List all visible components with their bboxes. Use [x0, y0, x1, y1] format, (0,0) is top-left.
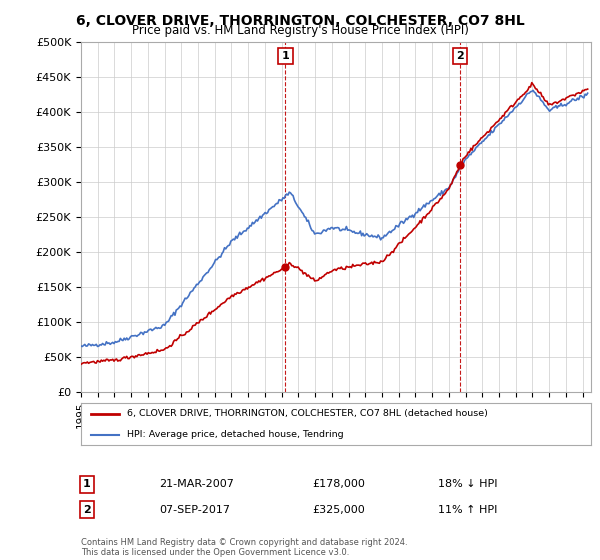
Text: 6, CLOVER DRIVE, THORRINGTON, COLCHESTER, CO7 8HL: 6, CLOVER DRIVE, THORRINGTON, COLCHESTER…: [76, 14, 524, 28]
Text: 1: 1: [83, 479, 91, 489]
Text: 11% ↑ HPI: 11% ↑ HPI: [438, 505, 497, 515]
Text: £178,000: £178,000: [312, 479, 365, 489]
Text: 2: 2: [457, 51, 464, 61]
Text: HPI: Average price, detached house, Tendring: HPI: Average price, detached house, Tend…: [127, 430, 344, 439]
Text: 2: 2: [83, 505, 91, 515]
Text: Price paid vs. HM Land Registry's House Price Index (HPI): Price paid vs. HM Land Registry's House …: [131, 24, 469, 37]
Text: 21-MAR-2007: 21-MAR-2007: [159, 479, 234, 489]
Text: £325,000: £325,000: [312, 505, 365, 515]
Text: 1: 1: [281, 51, 289, 61]
Text: Contains HM Land Registry data © Crown copyright and database right 2024.
This d: Contains HM Land Registry data © Crown c…: [81, 538, 407, 557]
Text: 6, CLOVER DRIVE, THORRINGTON, COLCHESTER, CO7 8HL (detached house): 6, CLOVER DRIVE, THORRINGTON, COLCHESTER…: [127, 409, 488, 418]
Text: 07-SEP-2017: 07-SEP-2017: [159, 505, 230, 515]
Text: 18% ↓ HPI: 18% ↓ HPI: [438, 479, 497, 489]
